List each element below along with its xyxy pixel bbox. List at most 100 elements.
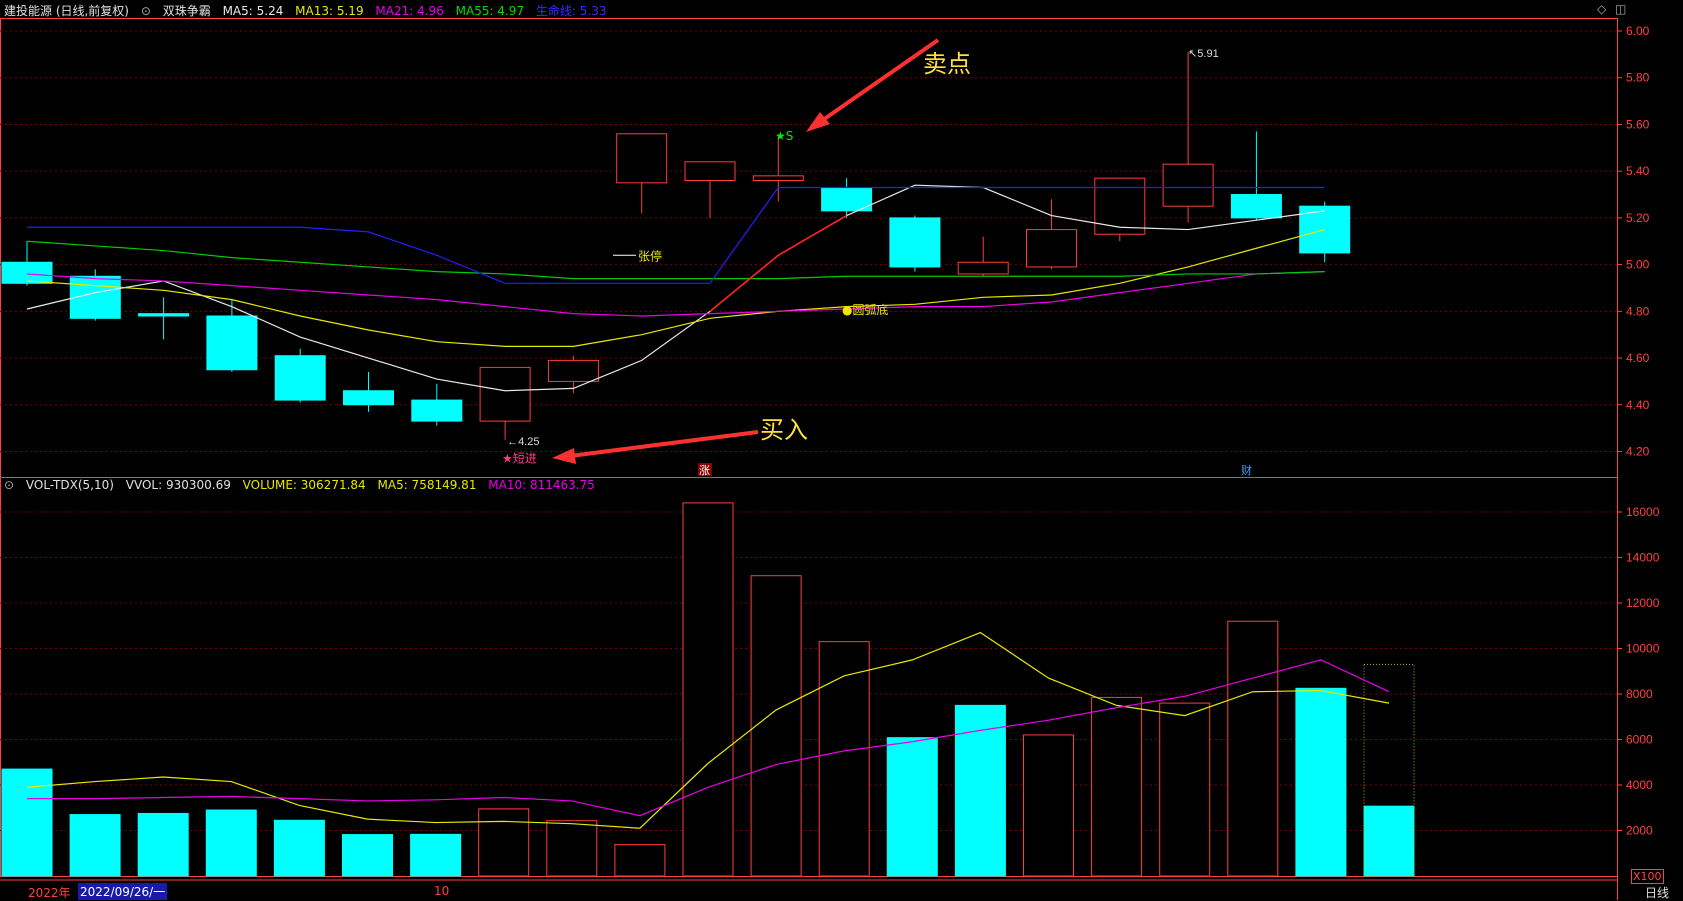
volume-bar-up [546, 820, 598, 877]
volume-bar-up [750, 575, 802, 877]
volume-dropdown-icon[interactable]: ⊙ [4, 478, 15, 492]
ma55-line [26, 240, 1325, 280]
volume-bar-up [1227, 620, 1279, 877]
candle-up [752, 175, 804, 182]
candle-down [889, 217, 941, 268]
volume-bar-down [410, 833, 462, 877]
period-button[interactable]: 日线 [1645, 886, 1670, 900]
volume-tick-label: 14000 [1626, 551, 1660, 565]
vvol-readout: VVOL: 930300.69 [125, 478, 231, 492]
candle-down [69, 275, 121, 319]
volume-unit-label: X100 [1631, 869, 1664, 884]
buy-signal: ★短进 [502, 451, 537, 465]
volume-readout: VOLUME: 306271.84 [242, 478, 366, 492]
ma5-readout: MA5: 5.24 [222, 4, 284, 18]
candle-down [274, 355, 326, 401]
volume-tick-label: 10000 [1626, 642, 1660, 656]
volume-bar-up [1091, 696, 1143, 877]
stock-title: 建投能源 (日线,前复权) [4, 4, 129, 18]
ma5-uptrend-segment [709, 214, 848, 312]
volume-ma5-line [26, 631, 1390, 829]
candle-up [1162, 163, 1214, 207]
price-tick-label: 5.60 [1626, 117, 1650, 131]
candle-up [616, 133, 668, 184]
volume-bar-down [1363, 805, 1415, 877]
life-line-readout: 生命线: 5.33 [535, 4, 607, 18]
sell-signal: ★S [775, 129, 793, 143]
volume-tick-label: 2000 [1626, 824, 1653, 838]
volume-bar-up [1159, 702, 1211, 877]
low-price-label: ←4.25 [507, 436, 539, 448]
ma21-readout: MA21: 4.96 [375, 4, 444, 18]
volume-tick-label: 6000 [1626, 733, 1653, 747]
volume-bar-up [682, 502, 734, 877]
price-tick-label: 5.80 [1626, 71, 1650, 85]
candle-down [411, 399, 463, 422]
month-marker: 10 [434, 884, 450, 898]
price-tick-label: 4.80 [1626, 304, 1650, 318]
price-tick-label: 5.20 [1626, 211, 1650, 225]
indicator-name: 双珠争霸 [162, 4, 211, 18]
price-tick-label: 4.40 [1626, 398, 1650, 412]
sell-arrow-shaft [818, 38, 940, 124]
zhangting-label: 张停 [638, 248, 662, 263]
volume-tick-label: 4000 [1626, 778, 1653, 792]
candle-down [343, 390, 394, 406]
candle-down [1, 261, 53, 284]
zhang-marker-bg [698, 463, 712, 476]
price-tick-label: 4.60 [1626, 351, 1650, 365]
panel-toggle-icon[interactable]: ◫ [1615, 2, 1627, 16]
indicator-dropdown-icon[interactable]: ⊙ [140, 4, 151, 18]
zhang-marker: 涨 [699, 464, 710, 477]
volume-bar-down [69, 814, 121, 877]
volume-bar-up [614, 844, 666, 877]
restore-icon[interactable]: ◇ [1597, 2, 1607, 16]
volume-bar-down [1, 768, 53, 877]
ma55-readout: MA55: 4.97 [455, 4, 525, 18]
price-tick-label: 6.00 [1626, 24, 1650, 38]
candle-down [138, 313, 190, 317]
price-tick-label: 5.40 [1626, 164, 1650, 178]
volume-bar-down [205, 809, 257, 877]
vol-ma5-readout: MA5: 758149.81 [377, 478, 477, 492]
price-tick-label: 4.20 [1626, 444, 1650, 458]
sell-arrow-head [806, 112, 830, 132]
volume-ma10-line [27, 659, 1390, 817]
volume-bar-up [478, 808, 530, 877]
price-tick-label: 5.00 [1626, 258, 1650, 272]
candle-up [479, 366, 531, 422]
candle-down [206, 315, 258, 371]
volume-bar-down [273, 819, 325, 877]
life-line [27, 186, 1325, 284]
vol-ma10-readout: MA10: 811463.75 [488, 478, 595, 492]
candle-up [684, 161, 736, 182]
ma5-line [26, 184, 1325, 392]
volume-bar-up [818, 641, 870, 877]
candle-up [957, 261, 1009, 275]
candle-down [1230, 194, 1282, 219]
yuanhudi-label: ●圆弧底 [842, 302, 888, 317]
buy-arrow-shaft [569, 430, 759, 458]
main-header: 建投能源 (日线,前复权) ⊙ 双珠争霸 MA5: 5.24 MA13: 5.1… [4, 2, 615, 19]
volume-bar-up [1023, 734, 1074, 877]
sell-point-note: 卖点 [923, 50, 971, 78]
high-price-label: ↖5.91 [1188, 48, 1219, 60]
ma21-line [26, 271, 1325, 317]
volume-bar-down [1295, 687, 1347, 877]
cai-marker: 财 [1241, 463, 1252, 477]
buy-note: 买入 [760, 416, 808, 444]
volume-tick-label: 12000 [1626, 596, 1660, 610]
price-panel-frame [0, 18, 1618, 478]
volume-bar-down [137, 812, 189, 877]
volume-tick-label: 8000 [1626, 687, 1653, 701]
volume-tick-label: 16000 [1626, 505, 1660, 519]
volume-bar-down [886, 737, 938, 877]
ma13-readout: MA13: 5.19 [295, 4, 364, 18]
volume-header: ⊙ VOL-TDX(5,10) VVOL: 930300.69 VOLUME: … [4, 478, 603, 492]
volume-bar-down [342, 834, 393, 877]
buy-arrow-head [552, 448, 576, 464]
year-label: 2022年 [28, 886, 71, 900]
candle-up [1026, 229, 1077, 268]
current-volume-frame [1363, 663, 1415, 877]
